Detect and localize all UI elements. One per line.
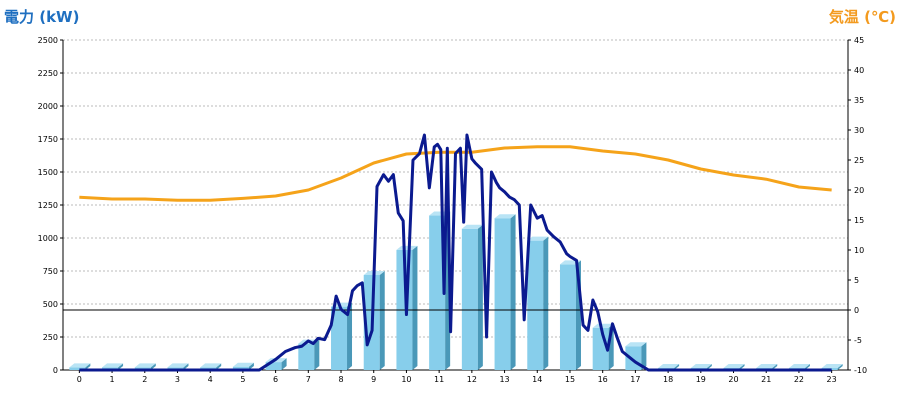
bar-top	[690, 364, 712, 369]
x-tick-label: 6	[273, 375, 278, 384]
right-tick-label: 30	[854, 126, 864, 135]
x-tick-label: 3	[175, 375, 180, 384]
bar	[559, 264, 576, 370]
bar-side	[248, 362, 254, 370]
bar-top	[821, 364, 843, 369]
bar-top	[232, 362, 254, 367]
bar-top	[625, 342, 647, 347]
right-tick-label: -10	[854, 366, 867, 375]
bar-side	[150, 363, 156, 370]
left-tick-label: 1750	[38, 135, 58, 144]
left-tick-label: 2000	[38, 102, 58, 111]
bar	[232, 366, 249, 370]
x-tick-label: 23	[827, 375, 837, 384]
x-tick-label: 1	[110, 375, 115, 384]
bar-side	[85, 363, 91, 370]
x-tick-label: 22	[794, 375, 804, 384]
left-tick-label: 2500	[38, 36, 58, 45]
x-tick-label: 2	[142, 375, 147, 384]
x-tick-label: 10	[401, 375, 411, 384]
left-tick-label: 1500	[38, 168, 58, 177]
right-tick-label: 40	[854, 66, 864, 75]
x-tick-label: 21	[761, 375, 771, 384]
bar-top	[658, 364, 680, 369]
bar	[527, 240, 544, 370]
bar-side	[281, 358, 287, 370]
left-tick-label: 250	[43, 333, 58, 342]
bar-top	[756, 364, 778, 369]
power-line	[79, 133, 832, 372]
x-tick-label: 16	[598, 375, 608, 384]
x-tick-label: 0	[77, 375, 82, 384]
bar	[265, 362, 282, 370]
x-tick-label: 17	[630, 375, 640, 384]
x-tick-label: 5	[240, 375, 245, 384]
bar-top	[167, 363, 189, 368]
x-tick-label: 19	[696, 375, 706, 384]
bar	[298, 343, 315, 370]
bar-side	[510, 214, 516, 370]
left-tick-label: 2250	[38, 69, 58, 78]
right-tick-label: 45	[854, 36, 864, 45]
bar-top	[723, 364, 745, 369]
x-tick-label: 9	[371, 375, 376, 384]
x-tick-label: 15	[565, 375, 575, 384]
x-tick-label: 8	[338, 375, 343, 384]
bar-top	[461, 224, 483, 229]
x-tick-label: 7	[306, 375, 311, 384]
x-tick-label: 12	[467, 375, 477, 384]
right-tick-label: 0	[854, 306, 859, 315]
right-axis-title: 気温 (℃)	[828, 8, 896, 26]
bar	[494, 218, 511, 370]
right-tick-label: 35	[854, 96, 864, 105]
right-tick-label: 20	[854, 186, 864, 195]
left-axis-title: 電力 (kW)	[4, 8, 80, 26]
bar	[625, 346, 642, 370]
left-tick-label: 0	[53, 366, 58, 375]
bar-top	[494, 214, 516, 219]
right-tick-label: 15	[854, 216, 864, 225]
bar	[69, 367, 86, 370]
bar-side	[216, 363, 222, 370]
bar-side	[314, 339, 320, 370]
bar-side	[379, 270, 385, 370]
bar-top	[200, 363, 222, 368]
left-tick-label: 1250	[38, 201, 58, 210]
right-tick-label: 5	[854, 276, 859, 285]
bar	[331, 306, 348, 370]
x-tick-label: 14	[532, 375, 542, 384]
bar-top	[396, 245, 418, 250]
right-tick-label: 10	[854, 246, 864, 255]
right-tick-label: -5	[854, 336, 862, 345]
bar	[429, 215, 446, 370]
bar-side	[118, 363, 124, 370]
bar-side	[183, 363, 189, 370]
bar-top	[102, 363, 124, 368]
bar-side	[641, 342, 647, 370]
x-tick-label: 18	[663, 375, 673, 384]
bar-side	[412, 245, 418, 370]
x-tick-label: 20	[728, 375, 738, 384]
bar-side	[477, 224, 483, 370]
bar-top	[788, 364, 810, 369]
left-tick-label: 500	[43, 300, 58, 309]
bar-top	[527, 236, 549, 241]
right-tick-label: 25	[854, 156, 864, 165]
x-tick-label: 13	[499, 375, 509, 384]
bar-top	[134, 363, 156, 368]
left-tick-label: 1000	[38, 234, 58, 243]
bar-side	[347, 302, 353, 370]
bar	[461, 228, 478, 370]
bar-top	[592, 323, 614, 328]
x-tick-label: 11	[434, 375, 444, 384]
left-tick-label: 750	[43, 267, 58, 276]
bar-top	[69, 363, 91, 368]
bar-side	[837, 364, 843, 370]
x-tick-label: 4	[208, 375, 213, 384]
bar-side	[543, 236, 549, 370]
